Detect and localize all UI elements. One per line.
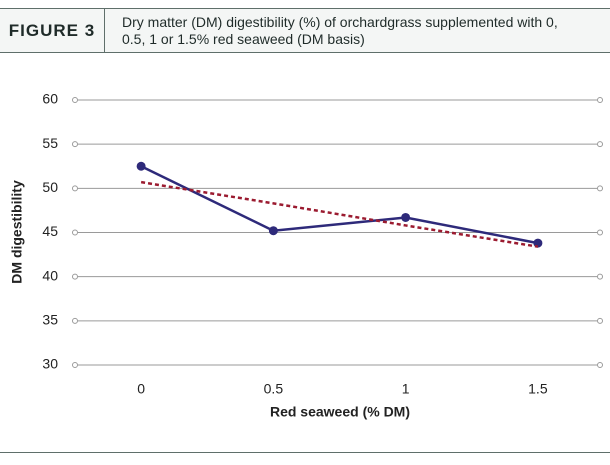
x-tick-label: 1: [402, 381, 410, 397]
y-axis-label: DM digestibility: [9, 180, 25, 284]
trend-line: [140, 180, 539, 248]
grid-end: [597, 141, 603, 148]
grid-end: [597, 317, 603, 324]
grid-end: [597, 362, 603, 368]
grid-end: [597, 229, 603, 236]
grid-end: [72, 362, 78, 368]
x-axis-label: Red seaweed (% DM): [270, 404, 410, 420]
grid-end: [597, 97, 603, 103]
data-point: [136, 161, 146, 171]
grid-end: [72, 317, 78, 324]
grid-end: [72, 185, 78, 192]
data-point: [401, 212, 411, 222]
grid-end: [597, 185, 603, 192]
x-tick-label: 1.5: [528, 381, 548, 397]
x-tick-label: 0: [137, 381, 145, 397]
chart-title: Dry matter (DM) digestibility (%) of orc…: [122, 14, 558, 47]
x-tick-label: 0.5: [264, 381, 284, 397]
grid-end: [72, 141, 78, 148]
y-tick-label: 40: [42, 267, 58, 283]
y-tick-label: 50: [42, 179, 58, 195]
data-line: [140, 165, 539, 245]
y-tick-label: 45: [42, 223, 58, 239]
data-point: [268, 226, 278, 236]
y-tick-label: 30: [42, 356, 58, 372]
grid-end: [72, 229, 78, 236]
y-tick-label: 35: [42, 312, 58, 328]
grid-end: [72, 273, 78, 280]
grid-end: [72, 97, 78, 103]
figure-label: FIGURE 3: [0, 9, 105, 52]
y-tick-label: 55: [42, 135, 58, 151]
bottom-rule: [0, 452, 610, 453]
grid-end: [597, 273, 603, 280]
chart: Red seaweed (% DM) DM digestibility 30 35…: [9, 91, 603, 420]
y-tick-label: 60: [42, 91, 58, 107]
header: FIGURE 3 Dry matter (DM) digestibility (…: [0, 8, 610, 53]
